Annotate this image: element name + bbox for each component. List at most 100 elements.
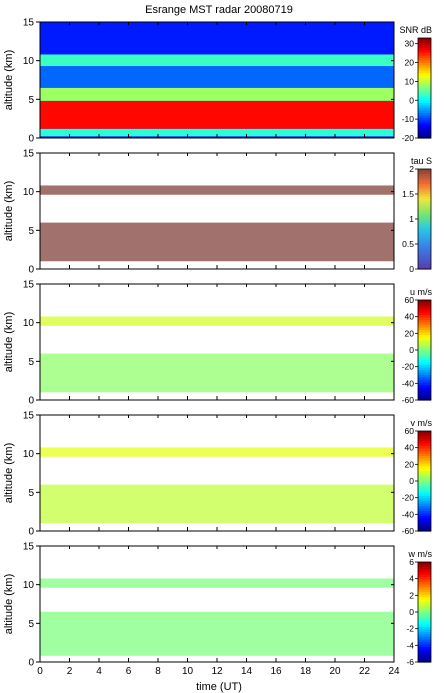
y-tick-label: 15 xyxy=(23,149,35,160)
colorbar-segment xyxy=(418,58,431,62)
colorbar-segment xyxy=(418,562,431,566)
colorbar-segment xyxy=(418,582,431,586)
colorbar-segment xyxy=(418,307,431,311)
colorbar-segment xyxy=(418,254,431,258)
colorbar-segment xyxy=(418,332,431,336)
colorbar-segment xyxy=(418,85,431,89)
colorbar-tick-label: -20 xyxy=(402,493,415,503)
colorbar-segment xyxy=(418,226,431,230)
colorbar-segment xyxy=(418,592,431,596)
colorbar-segment xyxy=(418,395,431,399)
colorbar-segment xyxy=(418,614,431,618)
colorbar-title: w m/s xyxy=(408,549,433,559)
colorbar-segment xyxy=(418,387,431,391)
colorbar-tick-label: -40 xyxy=(402,509,415,519)
colorbar-segment xyxy=(418,325,431,329)
echo-layer-2 xyxy=(40,316,394,326)
colorbar-tick-label: 0 xyxy=(409,476,414,486)
colorbar-segment xyxy=(418,249,431,253)
colorbar-segment xyxy=(418,264,431,268)
colorbar-segment xyxy=(418,390,431,394)
colorbar-tick-label: -10 xyxy=(402,114,415,124)
colorbar-segment xyxy=(418,513,431,517)
colorbar-segment xyxy=(418,53,431,57)
echo-layer-6 xyxy=(40,22,394,55)
colorbar-segment xyxy=(418,652,431,656)
colorbar-segment xyxy=(418,63,431,67)
echo-layer-1 xyxy=(40,128,394,137)
y-tick-label: 10 xyxy=(23,449,35,460)
colorbar-segment xyxy=(418,78,431,82)
colorbar-segment xyxy=(418,40,431,44)
y-tick-label: 0 xyxy=(28,265,34,276)
panel-u: 0 5 10 15 altitude (km) u m/s60 40 20 0 -20 -40 -60 xyxy=(3,280,432,407)
colorbar-segment xyxy=(418,221,431,225)
colorbar-segment xyxy=(418,179,431,183)
y-tick-label: 0 xyxy=(28,527,34,538)
echo-layer-2 xyxy=(40,185,394,195)
colorbar-segment xyxy=(418,624,431,628)
colorbar-tick-label: -60 xyxy=(402,395,415,405)
colorbar-segment xyxy=(418,236,431,240)
colorbar-segment xyxy=(418,385,431,389)
colorbar-segment xyxy=(418,446,431,450)
panel-tau: 0 5 10 15 altitude (km) tau S2 1.5 1 0.5 0 xyxy=(3,149,432,276)
y-axis-label: altitude (km) xyxy=(3,181,15,242)
colorbar-segment xyxy=(418,377,431,381)
y-axis-label: altitude (km) xyxy=(3,312,15,373)
colorbar-segment xyxy=(418,478,431,482)
colorbar-segment xyxy=(418,216,431,220)
colorbar-segment xyxy=(418,438,431,442)
figure-title: Esrange MST radar 20080719 xyxy=(145,4,293,16)
colorbar-segment xyxy=(418,48,431,52)
colorbar-tick-label: 40 xyxy=(405,312,415,322)
colorbar-segment xyxy=(418,191,431,195)
colorbar-tick-label: 1 xyxy=(409,214,414,224)
colorbar-segment xyxy=(418,471,431,475)
x-tick-label: 10 xyxy=(182,666,194,677)
colorbar-segment xyxy=(418,476,431,480)
colorbar-segment xyxy=(418,128,431,132)
x-axis-label: time (UT) xyxy=(196,681,242,693)
y-tick-label: 5 xyxy=(28,488,34,499)
colorbar-segment xyxy=(418,634,431,638)
colorbar-segment xyxy=(418,632,431,636)
panel-SNR: 0 5 10 15 altitude (km) SNR dB 30 20 10 0 -10 -20 xyxy=(3,18,432,145)
colorbar-tick-label: 0 xyxy=(409,95,414,105)
colorbar-segment xyxy=(418,380,431,384)
colorbar-tick-label: 4 xyxy=(409,574,414,584)
colorbar-tick-label: -40 xyxy=(402,378,415,388)
colorbar-segment xyxy=(418,367,431,371)
colorbar-segment xyxy=(418,589,431,593)
colorbar-segment xyxy=(418,466,431,470)
colorbar-tick-label: 0 xyxy=(409,345,414,355)
colorbar-segment xyxy=(418,345,431,349)
colorbar-segment xyxy=(418,300,431,304)
colorbar-segment xyxy=(418,357,431,361)
colorbar-tick-label: 20 xyxy=(405,459,415,469)
colorbar-segment xyxy=(418,436,431,440)
colorbar-title: v m/s xyxy=(411,418,433,428)
x-tick-label: 20 xyxy=(329,666,341,677)
colorbar-segment xyxy=(418,463,431,467)
colorbar-segment xyxy=(418,55,431,59)
colorbar-segment xyxy=(418,100,431,104)
colorbar-segment xyxy=(418,95,431,99)
colorbar-segment xyxy=(418,70,431,74)
y-tick-label: 0 xyxy=(28,134,34,145)
colorbar-segment xyxy=(418,261,431,265)
colorbar-segment xyxy=(418,491,431,495)
colorbar-segment xyxy=(418,105,431,109)
colorbar-segment xyxy=(418,108,431,112)
y-tick-label: 5 xyxy=(28,95,34,106)
colorbar-segment xyxy=(418,602,431,606)
colorbar-segment xyxy=(418,80,431,84)
colorbar-segment xyxy=(418,506,431,510)
colorbar-segment xyxy=(418,315,431,319)
colorbar-segment xyxy=(418,597,431,601)
colorbar-segment xyxy=(418,657,431,661)
y-tick-label: 0 xyxy=(28,396,34,407)
colorbar-segment xyxy=(418,181,431,185)
colorbar-segment xyxy=(418,365,431,369)
colorbar-segment xyxy=(418,266,431,270)
